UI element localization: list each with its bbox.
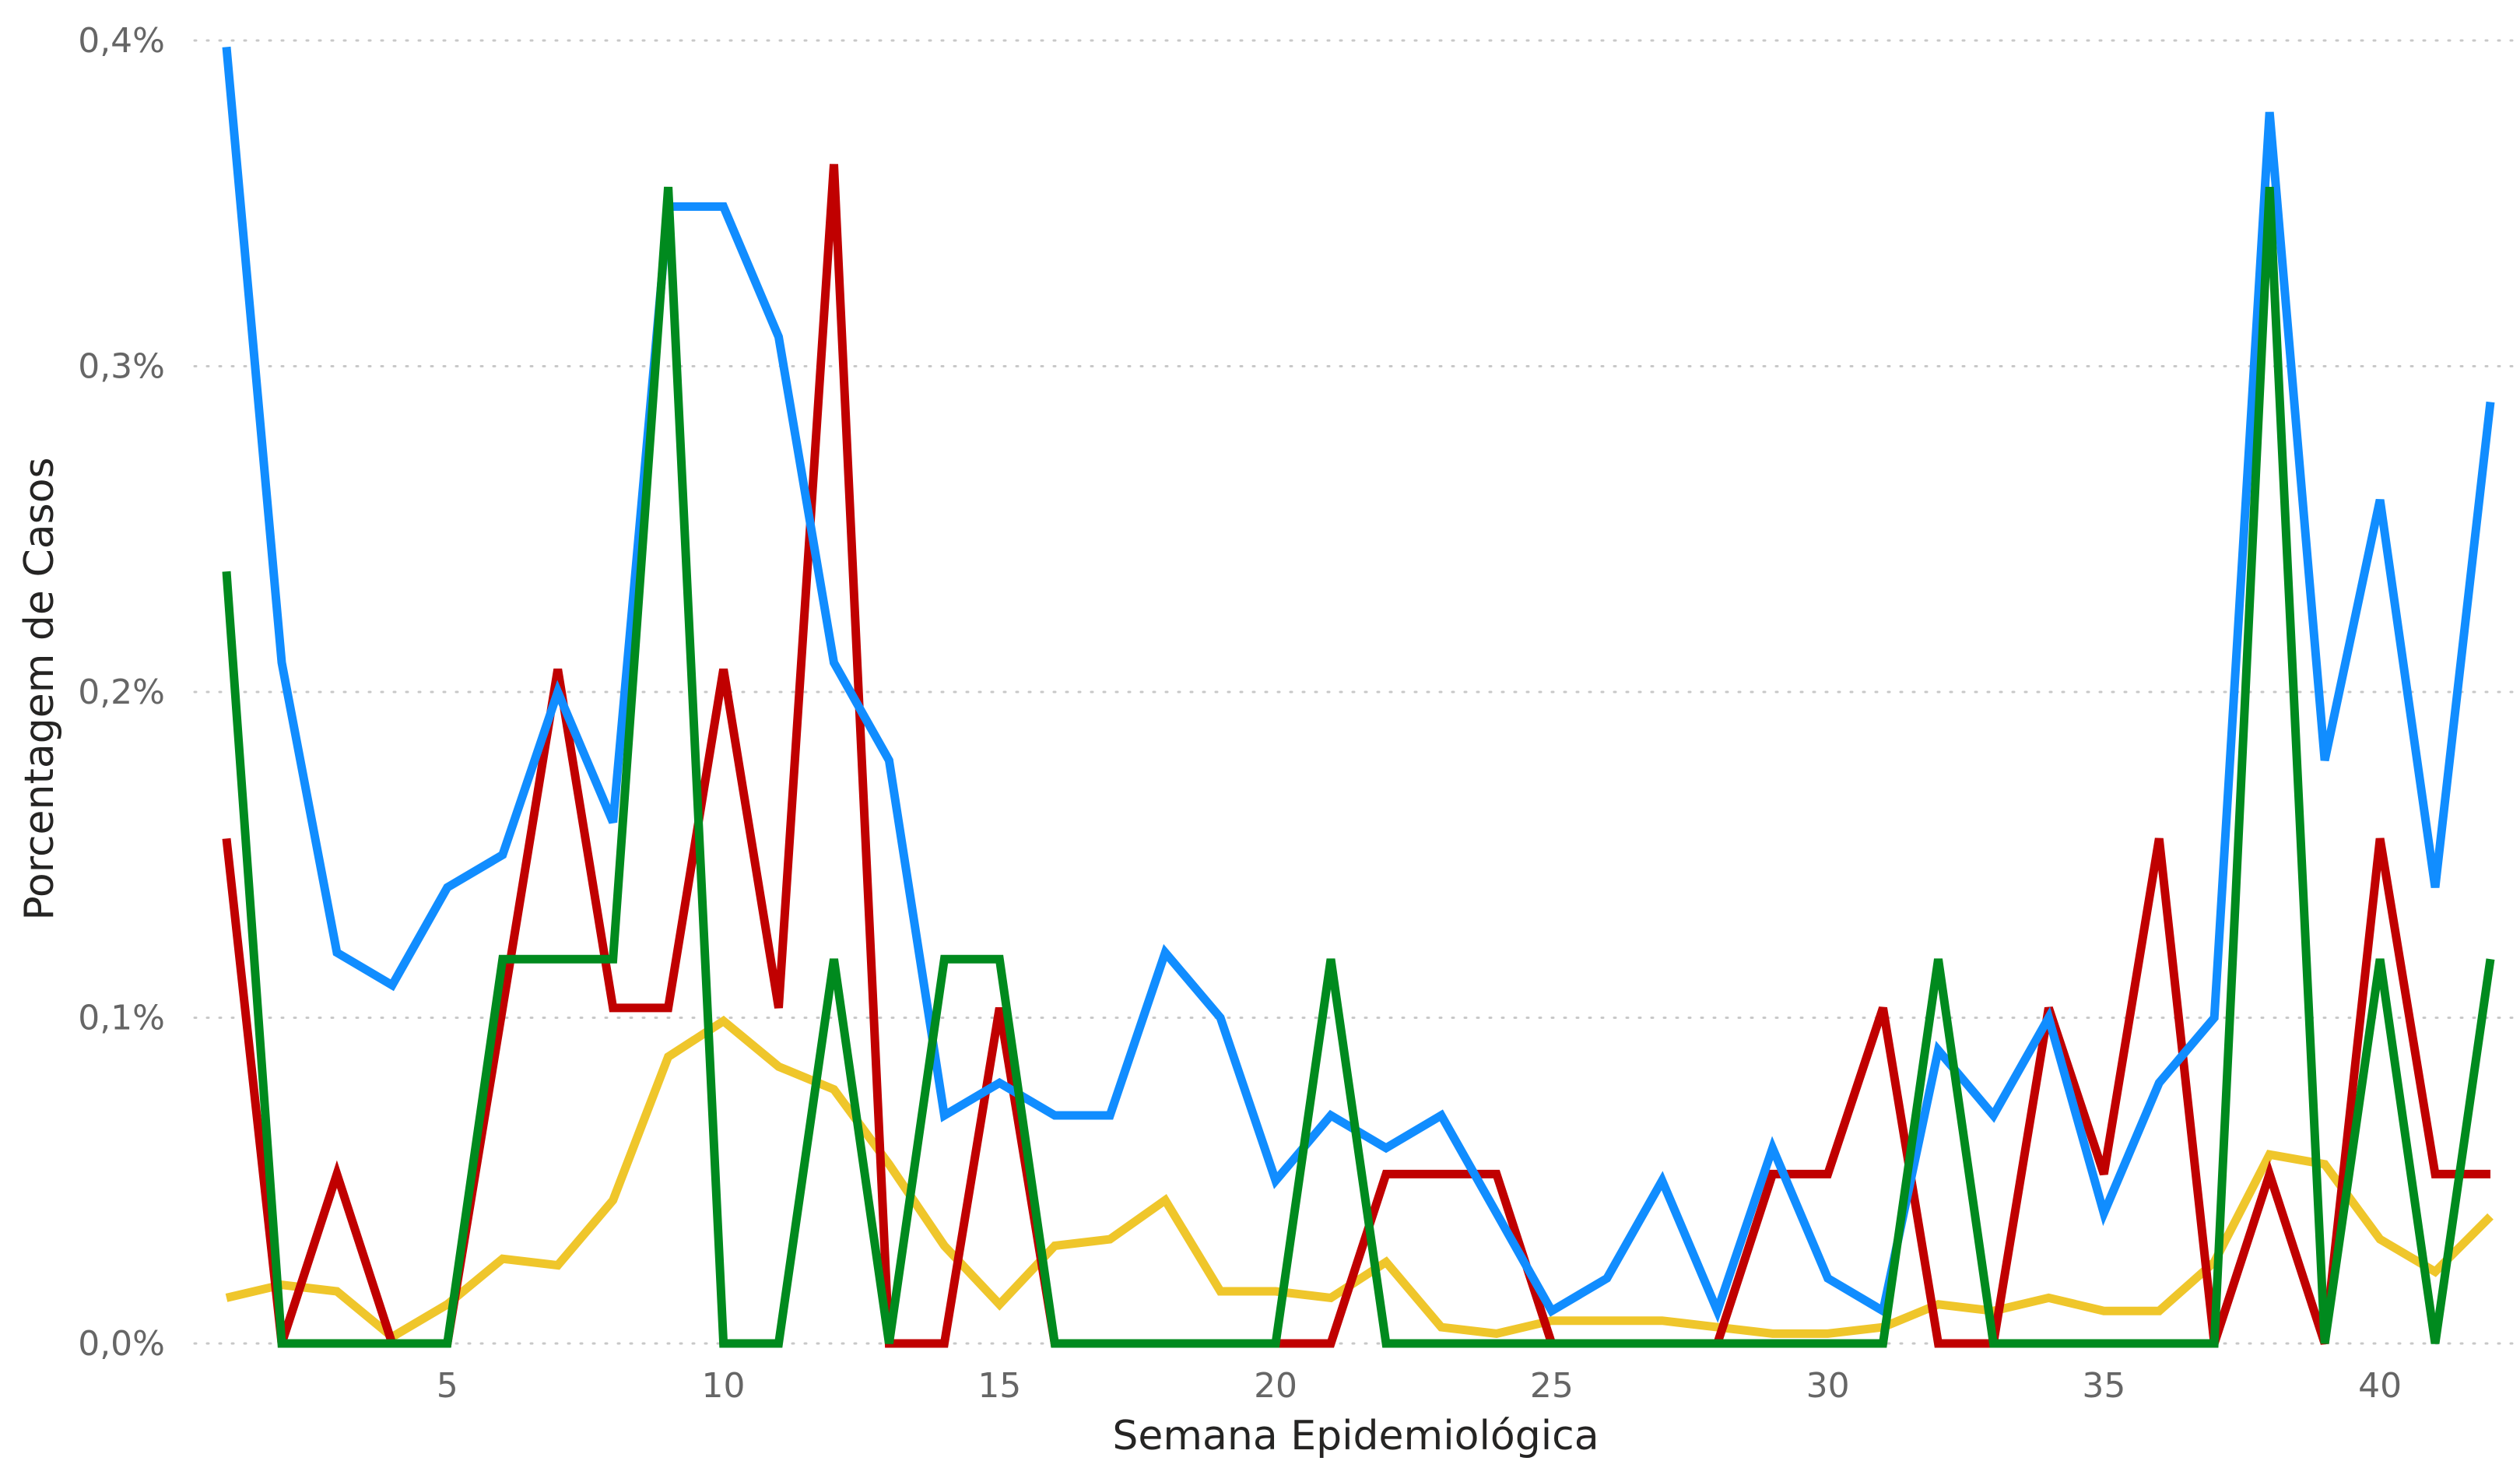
x-tick-label: 40 [2358,1366,2402,1406]
series-line-4 [222,186,2495,1348]
gridlines [193,39,2517,1345]
series-lines [222,46,2495,1348]
y-tick-label: 0,2% [78,673,165,712]
y-axis-title: Porcentagem de Casos [16,457,63,920]
y-tick-label: 0,1% [78,999,165,1038]
y-tick-label: 0,3% [78,347,165,387]
x-tick-label: 10 [702,1366,746,1406]
x-tick-label: 30 [1806,1366,1850,1406]
x-tick-label: 20 [1254,1366,1297,1406]
y-tick-label: 0,0% [78,1324,165,1364]
x-axis-ticks: 5 10 15 20 25 30 35 40 [437,1366,2402,1406]
y-axis-ticks: 0,0% 0,1% 0,2% 0,3% 0,4% [78,21,165,1364]
y-tick-label: 0,4% [78,21,165,61]
x-tick-label: 25 [1530,1366,1574,1406]
x-tick-label: 15 [977,1366,1021,1406]
series-line-2 [222,163,2490,1348]
x-tick-label: 5 [437,1366,458,1406]
x-tick-label: 35 [2082,1366,2125,1406]
x-axis-title: Semana Epidemiológica [1112,1413,1599,1459]
series-line-1 [225,1015,2494,1343]
